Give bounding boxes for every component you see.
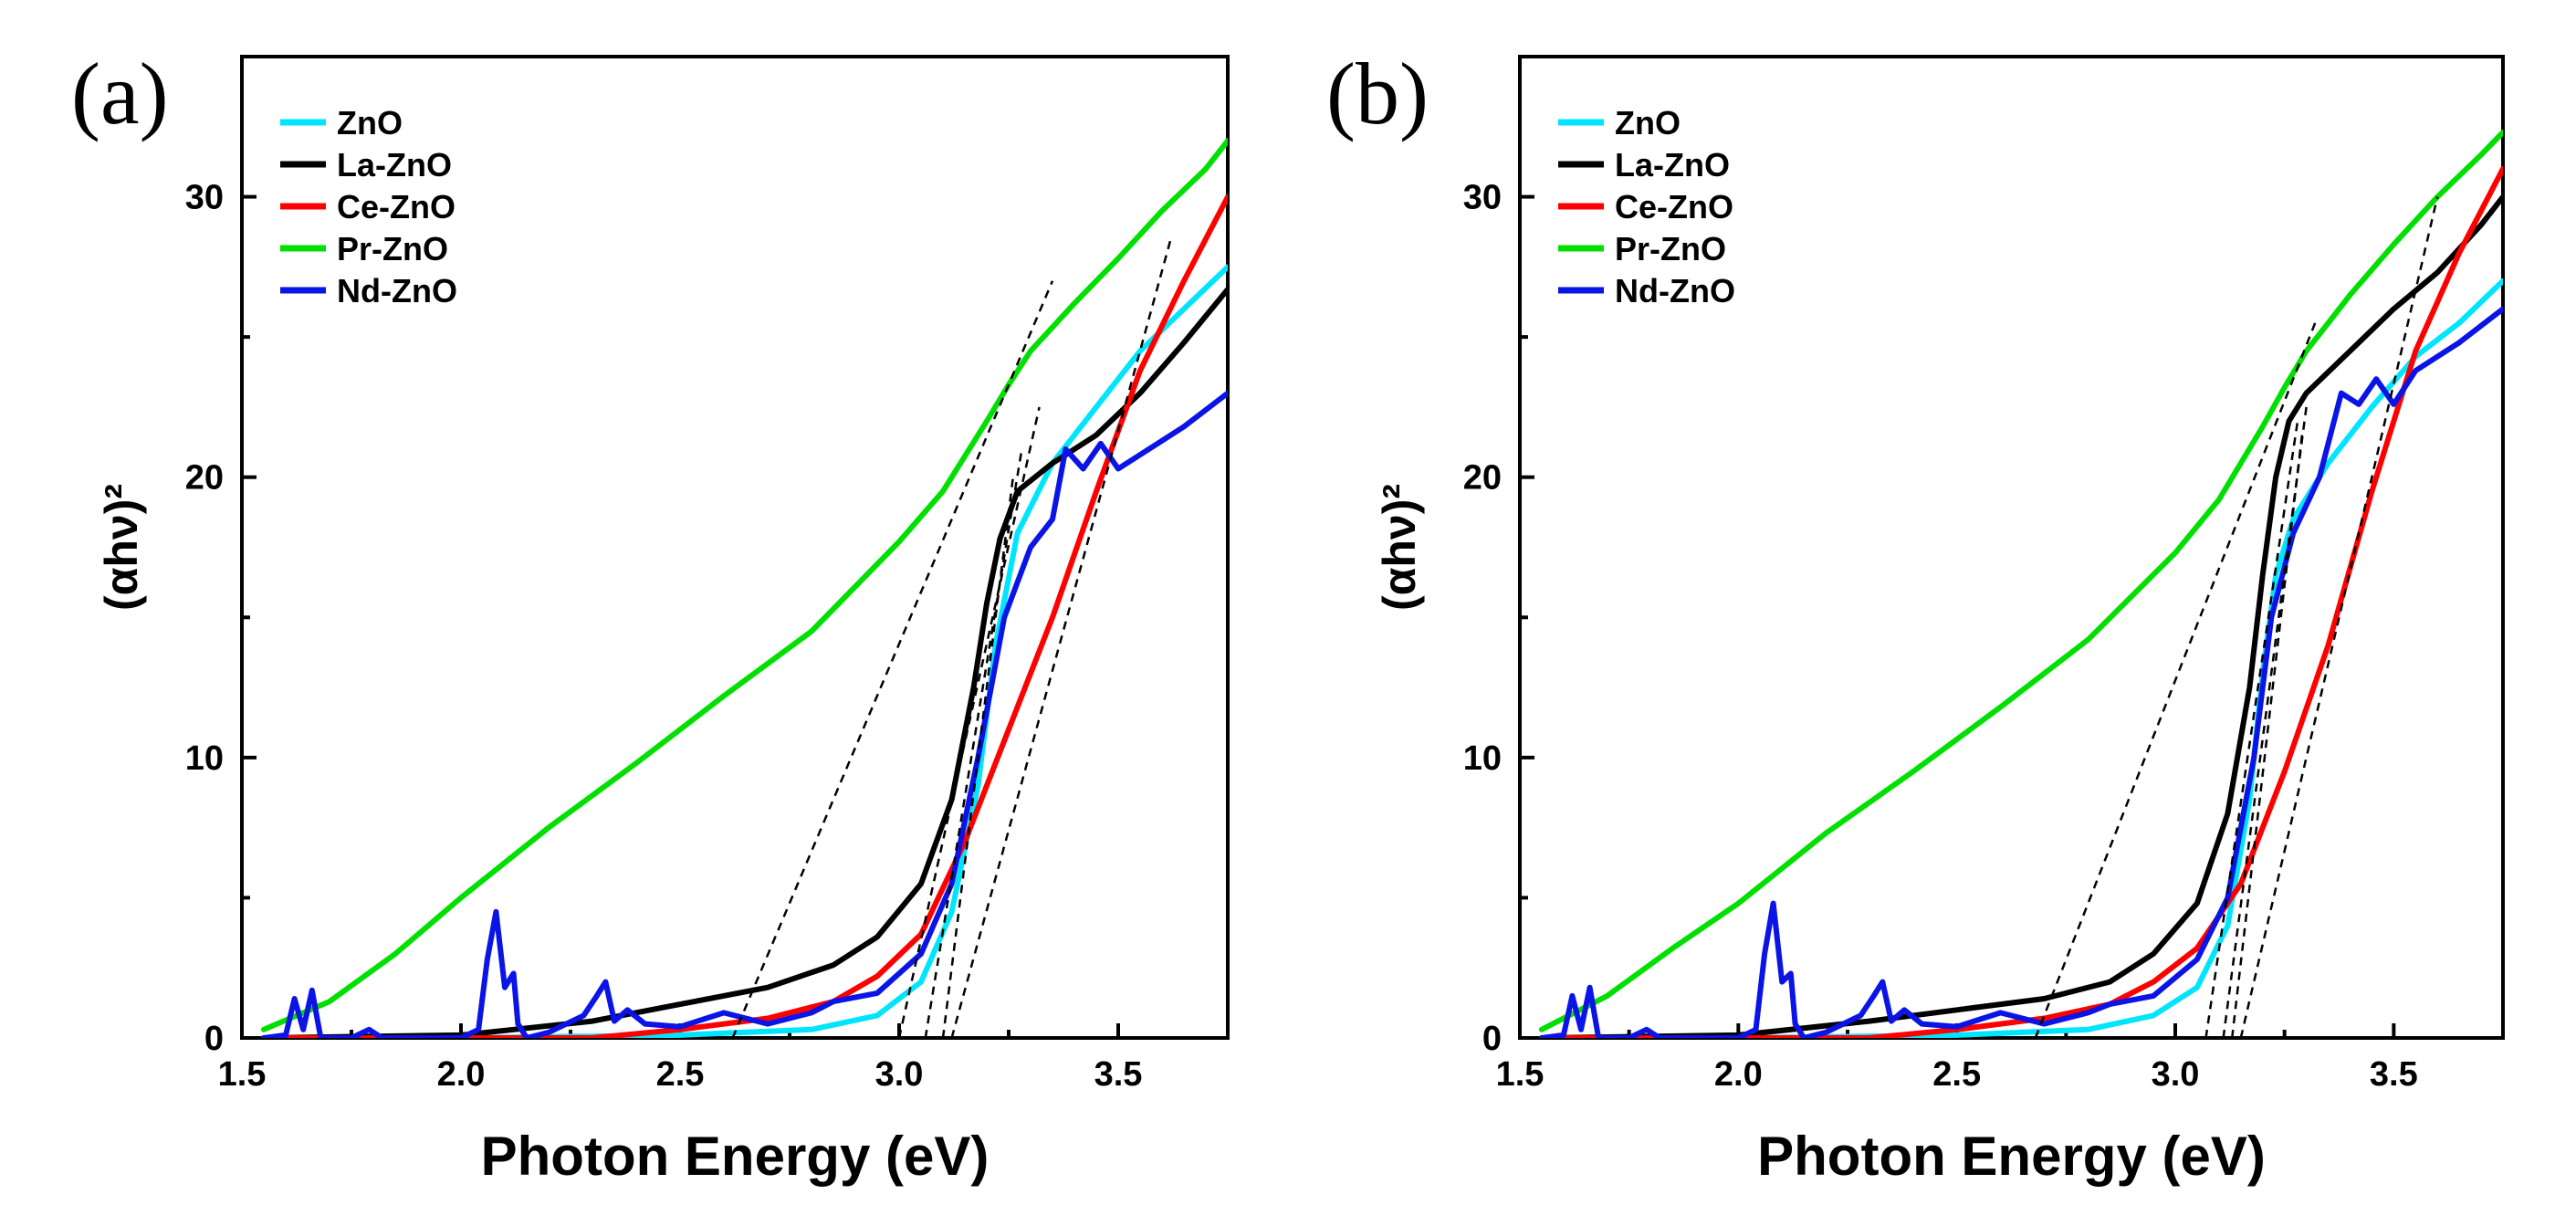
- legend-label-la-zno: La-ZnO: [1615, 146, 1730, 183]
- tangent-fit-line: [731, 280, 1054, 1038]
- y-tick-label: 20: [185, 459, 224, 498]
- y-tick-label: 0: [1482, 1020, 1502, 1058]
- series-line-ce-zno: [261, 194, 1228, 1038]
- legend-label-pr-zno: Pr-ZnO: [1615, 230, 1726, 267]
- x-tick-label: 1.5: [218, 1055, 267, 1094]
- panel-label: (b): [1326, 45, 1429, 142]
- series-line-nd-zno: [261, 390, 1228, 1038]
- chart-panel-b: 1.5 2.0 2.5 3.0 3.5 0 10 20 30 Photon Energy (eV)…: [1326, 45, 2505, 1187]
- y-tick-label: 30: [1463, 179, 1502, 217]
- x-tick-label: 1.5: [1496, 1055, 1545, 1094]
- series-line-pr-zno: [1538, 129, 2503, 1032]
- tangent-fit-line: [2204, 421, 2299, 1038]
- x-tick-label: 3.5: [1094, 1055, 1143, 1094]
- tangent-fit-line: [2239, 196, 2439, 1038]
- y-tick-label: 10: [185, 739, 224, 778]
- x-tick-label: 2.5: [1932, 1055, 1981, 1094]
- x-tick-label: 2.5: [656, 1055, 705, 1094]
- series-line-nd-zno: [1538, 306, 2503, 1038]
- y-axis-label: (αhν)²: [96, 484, 147, 611]
- series-line-la-zno: [1538, 194, 2503, 1038]
- y-tick-label: 10: [1463, 739, 1502, 778]
- x-axis-label: Photon Energy (eV): [481, 1126, 990, 1187]
- panel-label: (a): [71, 45, 169, 142]
- y-axis-label: (αhν)²: [1374, 484, 1425, 611]
- legend-label-zno: ZnO: [1615, 104, 1681, 141]
- tangent-fit-line: [941, 477, 1015, 1038]
- legend-label-nd-zno: Nd-ZnO: [337, 272, 457, 309]
- legend-label-la-zno: La-ZnO: [337, 146, 452, 183]
- series-line-zno: [261, 264, 1228, 1038]
- x-tick-label: 2.0: [437, 1055, 486, 1094]
- tangent-fit-line: [897, 406, 1041, 1038]
- series-line-la-zno: [261, 286, 1228, 1038]
- plot-area: [261, 138, 1228, 1038]
- x-tick-label: 2.0: [1714, 1055, 1763, 1094]
- tangent-fit-line: [2034, 322, 2317, 1038]
- plot-area: [1538, 129, 2503, 1038]
- y-tick-label: 30: [185, 179, 224, 217]
- series-line-pr-zno: [261, 138, 1228, 1032]
- y-tick-label: 20: [1463, 459, 1502, 498]
- plot-frame: [240, 55, 1230, 1040]
- legend-label-pr-zno: Pr-ZnO: [337, 230, 448, 267]
- y-tick-label: 0: [204, 1020, 224, 1058]
- tangent-fit-line: [2222, 406, 2308, 1038]
- plot-frame: [1518, 55, 2505, 1040]
- x-tick-label: 3.0: [875, 1055, 924, 1094]
- tangent-fit-line: [924, 448, 1023, 1038]
- x-tick-label: 3.5: [2370, 1055, 2418, 1094]
- x-tick-label: 3.0: [2152, 1055, 2200, 1094]
- legend-label-zno: ZnO: [337, 104, 403, 141]
- legend-label-ce-zno: Ce-ZnO: [1615, 188, 1733, 225]
- series-line-zno: [1538, 278, 2503, 1038]
- legend-label-nd-zno: Nd-ZnO: [1615, 272, 1735, 309]
- tangent-fit-line: [950, 238, 1172, 1038]
- x-axis-label: Photon Energy (eV): [1757, 1126, 2266, 1187]
- legend-label-ce-zno: Ce-ZnO: [337, 188, 456, 225]
- chart-panel-a: 1.5 2.0 2.5 3.0 3.5 0 10 20 30 Photon Energy (eV)…: [71, 45, 1230, 1187]
